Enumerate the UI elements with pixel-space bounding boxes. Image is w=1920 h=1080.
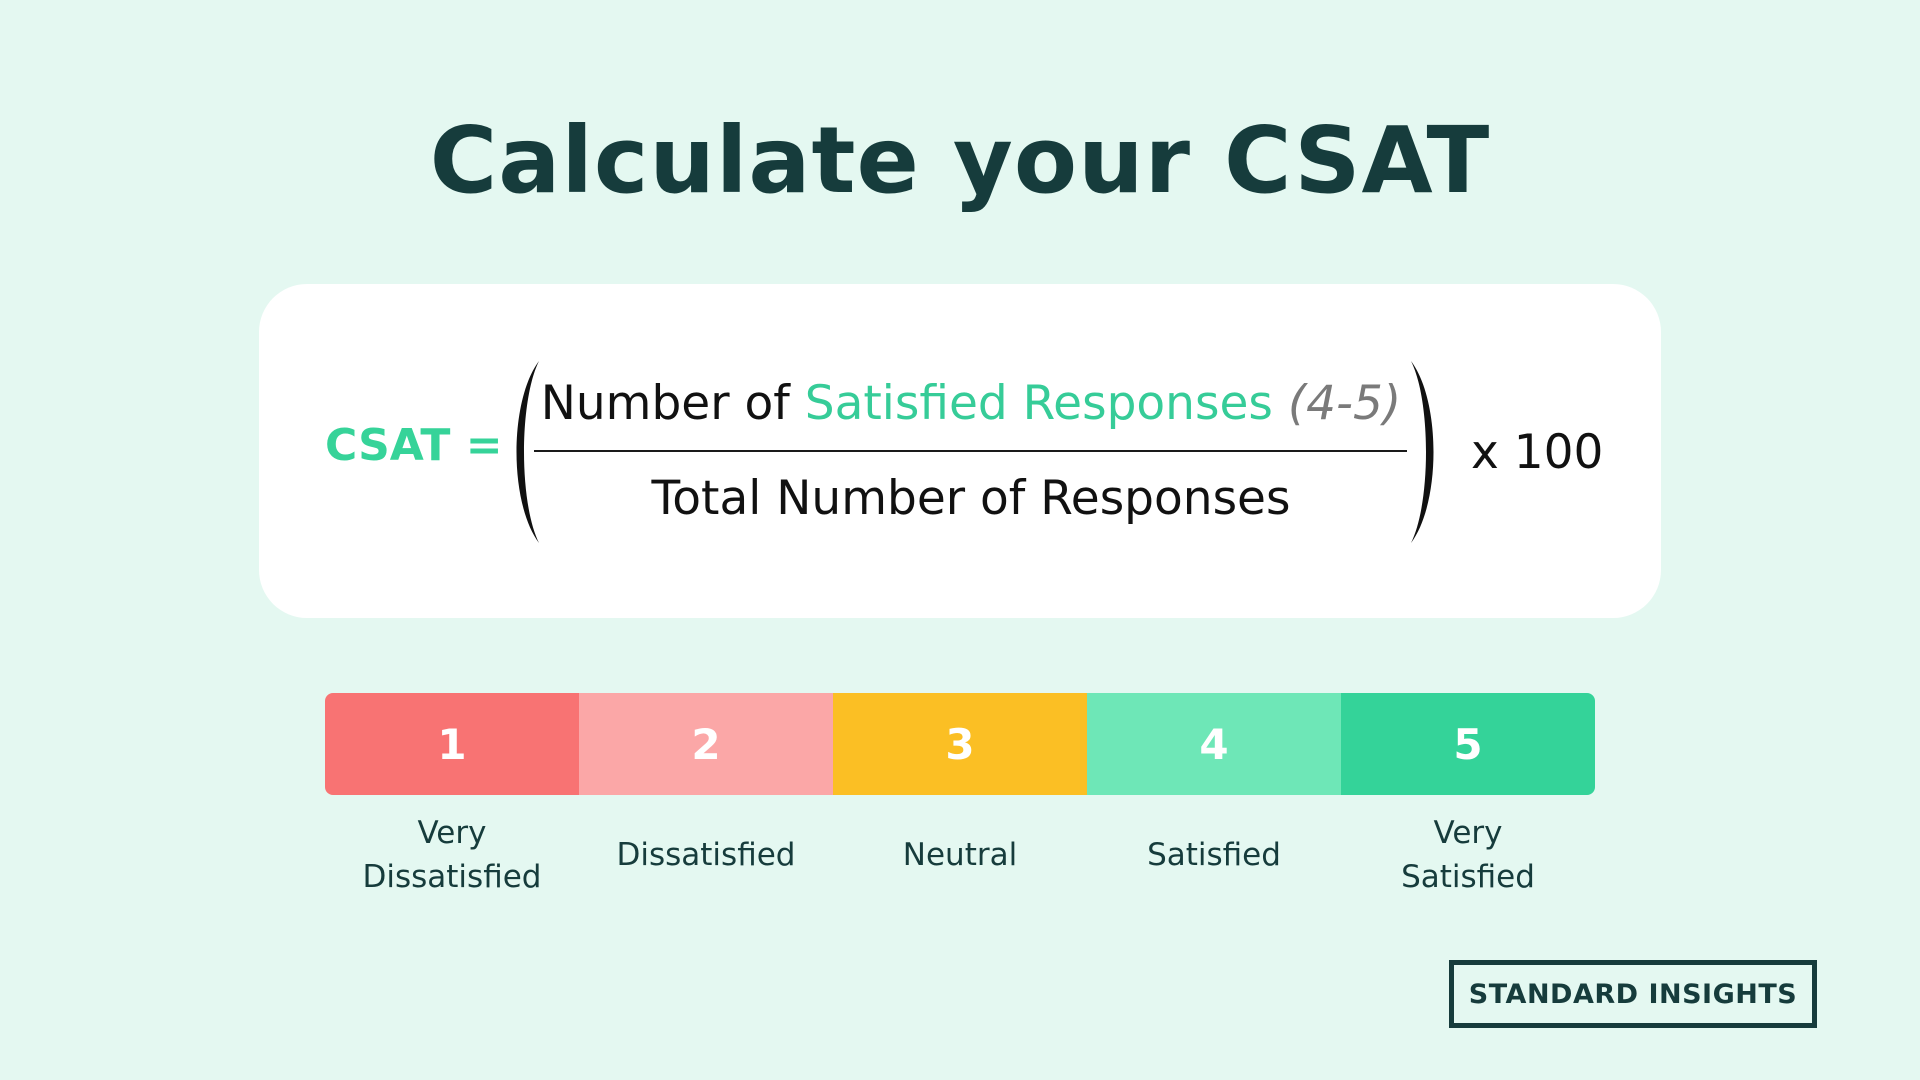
rating-scale: 1 2 3 4 5 [325,693,1595,795]
fraction-numerator: Number of Satisfied Responses (4-5) [531,380,1411,427]
scale-label-5-line1: Very [1433,815,1503,851]
scale-label-2: Dissatisfied [579,805,833,905]
scale-segment-5: 5 [1341,693,1595,795]
left-parenthesis [516,361,539,543]
scale-segment-2: 2 [579,693,833,795]
scale-segment-1: 1 [325,693,579,795]
fraction-bar [534,450,1407,452]
scale-label-3-line1: Neutral [902,837,1018,873]
scale-label-1: Very Dissatisfied [325,805,579,905]
numerator-range: (4-5) [1287,376,1402,431]
page-title: Calculate your CSAT [429,107,1491,214]
scale-label-4: Satisfied [1087,805,1341,905]
fraction-denominator: Total Number of Responses [651,471,1291,526]
scale-segment-4: 4 [1087,693,1341,795]
rating-scale-labels: Very Dissatisfied Dissatisfied Neutral S… [325,805,1595,905]
scale-segment-3: 3 [833,693,1087,795]
brand-logo: STANDARD INSIGHTS [1449,960,1817,1028]
multiplier: x 100 [1471,425,1604,480]
scale-label-1-line1: Very [417,815,487,851]
formula-card: CSAT = Number of Satisfied Responses (4-… [259,284,1661,618]
scale-label-5-line2: Satisfied [1401,859,1535,895]
scale-label-3: Neutral [833,805,1087,905]
numerator-highlight: Satisfied Responses [804,376,1273,431]
scale-label-2-line1: Dissatisfied [616,837,796,873]
scale-label-1-line2: Dissatisfied [362,859,542,895]
numerator-prefix: Number of [540,376,790,431]
csat-label: CSAT = [325,420,503,471]
scale-label-5: Very Satisfied [1341,805,1595,905]
scale-label-4-line1: Satisfied [1147,837,1281,873]
right-parenthesis [1411,361,1434,543]
